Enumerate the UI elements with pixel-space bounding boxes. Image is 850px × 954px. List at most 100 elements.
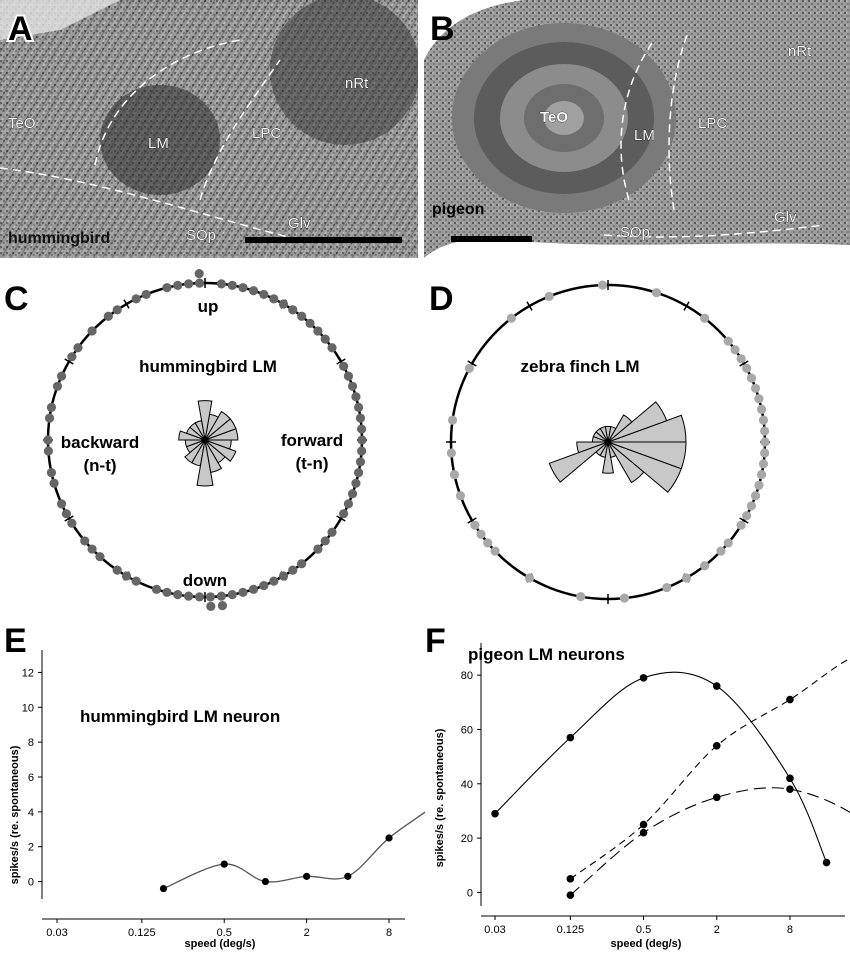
direction-dot-c: [162, 283, 172, 293]
direction-dot-c: [320, 536, 330, 546]
direction-dot-d: [754, 480, 764, 490]
data-point-f-3: [786, 785, 794, 794]
polar-tick-d: [526, 301, 533, 311]
direction-dot-d: [746, 373, 757, 383]
label-glv-a: Glv: [288, 215, 311, 232]
panel-e-letter: E: [4, 622, 27, 660]
chart-title-c: hummingbird LM: [139, 357, 277, 376]
direction-dot-c: [357, 424, 367, 434]
direction-dot-c: [46, 468, 57, 478]
direction-dot-c: [162, 587, 172, 597]
series-line-f-3: [569, 787, 850, 896]
direction-dot-c: [238, 283, 248, 293]
y-tick-label-e: 12: [22, 667, 34, 679]
direction-dot-c: [355, 457, 366, 467]
data-point-f-1: [639, 674, 648, 682]
label-lpc-b: LPC: [698, 115, 727, 132]
direction-dot-c: [227, 590, 237, 600]
direction-dot-c: [357, 435, 367, 445]
rose-wedge-c: [196, 439, 214, 487]
direction-dot-d: [662, 582, 672, 593]
direction-dot-c: [351, 392, 361, 402]
direction-dot-c: [227, 280, 237, 290]
rose-wedge-d: [607, 441, 687, 470]
panel-f-letter: F: [425, 622, 446, 660]
y-tick-label-f: 0: [467, 887, 473, 899]
x-axis-label-f: speed (deg/s): [611, 938, 682, 950]
direction-dot-d: [524, 573, 535, 583]
rose-wedge-c: [204, 410, 231, 441]
direction-dot-c: [339, 361, 349, 371]
y-tick-label-f: 60: [461, 724, 473, 736]
direction-dot-c: [357, 446, 367, 456]
data-point-e: [385, 834, 393, 842]
direction-dot-c: [269, 294, 279, 304]
direction-dot-c: [52, 381, 63, 391]
label-glv-b: Glv: [774, 209, 797, 226]
data-point-f-1: [712, 682, 721, 690]
chart-title-f: pigeon LM neurons: [468, 645, 625, 664]
x-tick-label-f: 8: [787, 924, 793, 936]
direction-dot-d: [758, 459, 769, 469]
direction-dot-c: [216, 591, 227, 601]
data-point-f-1: [491, 809, 499, 818]
direction-dot-c: [238, 587, 248, 597]
direction-dot-c: [194, 269, 204, 279]
data-point-f-1: [822, 858, 831, 867]
panel-a-overlay: A TeO LM LPC nRt Glv SOp hummingbird: [6, 8, 369, 247]
chart-title-d: zebra finch LM: [520, 357, 639, 376]
data-point-f-1: [786, 774, 794, 783]
direction-dot-c: [343, 371, 354, 381]
label-nrt-a: nRt: [345, 75, 369, 92]
direction-dot-c: [103, 311, 113, 321]
direction-dot-c: [87, 326, 97, 336]
direction-dot-d: [754, 394, 764, 404]
direction-dot-c: [194, 278, 205, 288]
label-sop-b: SOp: [620, 224, 650, 241]
data-point-e: [220, 860, 228, 868]
direction-dot-d: [651, 288, 662, 298]
x-tick-label-f: 0.5: [636, 924, 651, 936]
panel-b-histology: [424, 0, 850, 258]
panel-a-letter: A: [8, 10, 33, 48]
direction-dot-d: [746, 501, 757, 511]
direction-forward: forward: [281, 431, 343, 450]
direction-dot-d: [544, 291, 554, 302]
label-nrt-b: nRt: [788, 43, 812, 60]
direction-down: down: [183, 571, 227, 590]
polar-tick-d: [467, 360, 477, 367]
direction-dot-c: [183, 279, 194, 289]
label-teo-b: TeO: [540, 109, 568, 126]
direction-dot-d: [730, 345, 740, 355]
direction-dot-c: [347, 489, 358, 499]
direction-dot-c: [297, 559, 307, 569]
panel-c-letter: C: [4, 280, 29, 318]
y-tick-label-e: 8: [28, 737, 34, 749]
y-axis-label-f: spikes/s (re. spontaneous): [434, 728, 446, 867]
y-tick-label-e: 6: [28, 772, 34, 784]
direction-dot-c: [259, 580, 269, 591]
direction-dot-c: [43, 446, 53, 456]
direction-dot-c: [112, 305, 122, 315]
direction-dot-c: [305, 318, 315, 328]
panel-d-letter: D: [429, 280, 454, 318]
direction-dot-c: [259, 289, 269, 300]
rose-wedge-c: [204, 439, 232, 450]
data-point-f-2: [786, 695, 794, 704]
direction-dot-c: [347, 381, 358, 391]
data-point-f-2: [712, 741, 721, 750]
direction-dot-d: [476, 529, 486, 539]
panel-b-letter: B: [430, 10, 455, 48]
direction-dot-c: [67, 518, 77, 528]
label-sop-a: SOp: [186, 227, 216, 244]
panel-c-polar-plot: C hummingbird LM up down backward (n-t) …: [4, 269, 367, 611]
data-point-f-3: [712, 793, 721, 802]
direction-dot-c: [112, 565, 122, 575]
y-tick-label-f: 80: [461, 670, 473, 682]
direction-dot-c: [131, 576, 141, 586]
direction-dot-c: [269, 576, 279, 586]
direction-backward-sub: (n-t): [83, 456, 116, 475]
x-tick-label-e: 0.5: [217, 927, 232, 939]
label-teo-a: TeO: [8, 115, 36, 132]
